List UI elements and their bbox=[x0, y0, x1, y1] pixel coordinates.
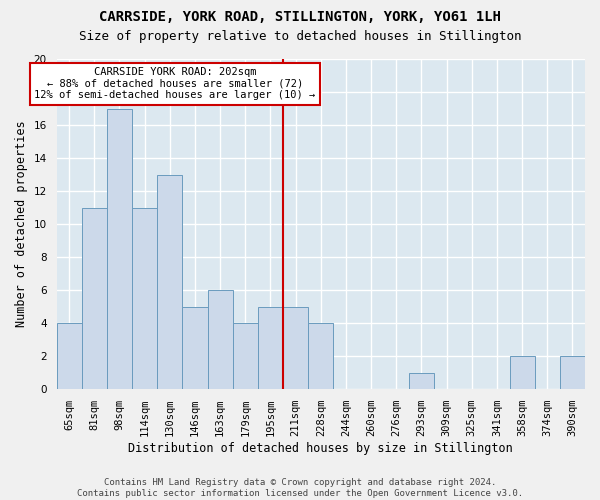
Bar bbox=[308, 323, 334, 389]
Bar bbox=[56, 323, 82, 389]
Bar bbox=[283, 306, 308, 389]
Bar bbox=[182, 306, 208, 389]
Bar bbox=[82, 208, 107, 389]
Bar bbox=[132, 208, 157, 389]
Text: CARRSIDE YORK ROAD: 202sqm
← 88% of detached houses are smaller (72)
12% of semi: CARRSIDE YORK ROAD: 202sqm ← 88% of deta… bbox=[34, 68, 316, 100]
Bar bbox=[208, 290, 233, 389]
Bar bbox=[157, 174, 182, 389]
Bar bbox=[560, 356, 585, 389]
Y-axis label: Number of detached properties: Number of detached properties bbox=[15, 121, 28, 328]
Bar bbox=[107, 108, 132, 389]
X-axis label: Distribution of detached houses by size in Stillington: Distribution of detached houses by size … bbox=[128, 442, 513, 455]
Text: Size of property relative to detached houses in Stillington: Size of property relative to detached ho… bbox=[79, 30, 521, 43]
Bar bbox=[233, 323, 258, 389]
Text: CARRSIDE, YORK ROAD, STILLINGTON, YORK, YO61 1LH: CARRSIDE, YORK ROAD, STILLINGTON, YORK, … bbox=[99, 10, 501, 24]
Bar bbox=[409, 372, 434, 389]
Bar bbox=[509, 356, 535, 389]
Text: Contains HM Land Registry data © Crown copyright and database right 2024.
Contai: Contains HM Land Registry data © Crown c… bbox=[77, 478, 523, 498]
Bar bbox=[258, 306, 283, 389]
